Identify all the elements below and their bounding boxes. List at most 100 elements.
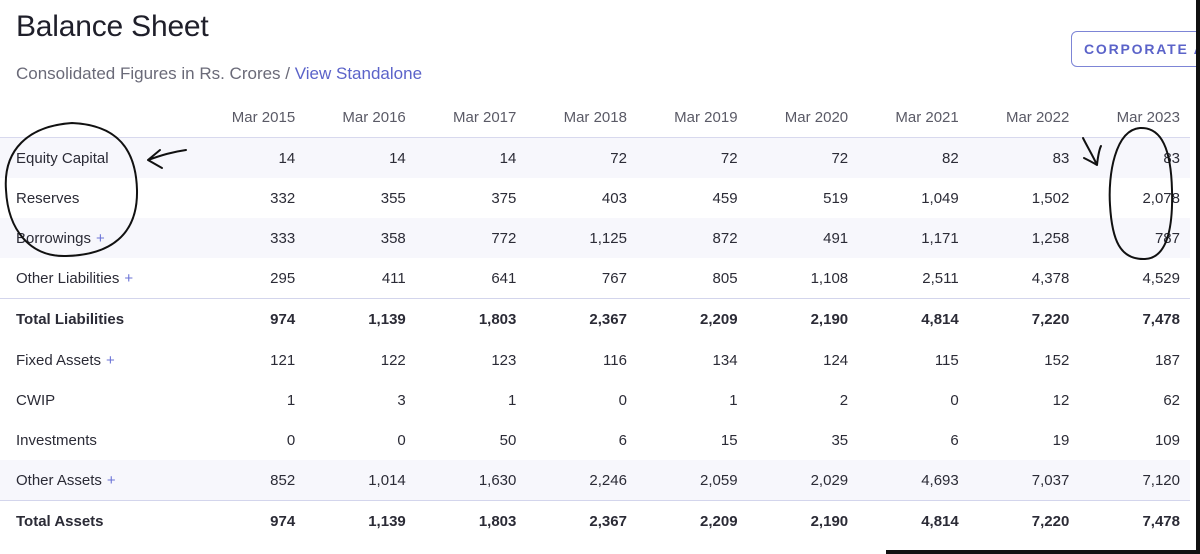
value-cell: 2,367 [526,298,637,340]
value-cell: 7,220 [968,500,1080,542]
value-cell: 4,378 [1031,269,1070,287]
view-standalone-link[interactable]: View Standalone [294,64,423,83]
value-cell: 459 [712,189,738,207]
expand-plus-icon[interactable]: + [96,229,105,247]
value-cell: 72 [747,137,859,178]
column-header: Mar 2023 [1079,97,1190,138]
row-label-cell: Equity Capital [0,137,195,178]
value-cell: 14 [194,137,306,178]
table-row: Total Liabilities 974 1,139 1,803 2,367 2,209… [0,298,1190,340]
row-label: Total Liabilities [16,311,125,328]
value-cell: 19 [1052,431,1070,449]
value-cell: 332 [270,189,296,207]
value-cell: 50 [499,431,517,449]
table-row[interactable]: Borrowings +333 358 772 1,125 872 491 1,171 1,25… [0,218,1190,258]
expand-plus-icon[interactable]: + [106,471,116,489]
value-cell: 491 [747,218,859,258]
table-row[interactable]: Other Liabilities +295 411 641 767 805 1,108 2,… [0,258,1190,299]
value-cell: 1,803 [415,298,527,340]
value-cell: 4,529 [1142,269,1180,287]
value-cell: 109 [1154,431,1180,449]
value-cell: 35 [831,431,849,449]
value-cell: 333 [194,218,306,258]
value-cell: 772 [415,218,527,258]
column-header: Mar 2022 [968,97,1080,138]
column-header: Mar 2017 [415,97,527,138]
value-cell: 2,059 [636,460,748,501]
column-header: Mar 2021 [858,97,969,138]
value-cell: 358 [305,218,416,258]
value-cell: 0 [397,431,406,449]
value-cell: 72 [636,137,748,178]
value-cell: 1 [729,391,738,409]
value-cell: 519 [823,189,849,207]
row-label-cell: Investments [0,420,195,460]
row-label: Investments [16,431,97,449]
value-cell: 355 [380,189,406,207]
value-cell: 2,029 [747,460,859,501]
value-cell: 2,246 [526,460,637,501]
value-cell: 116 [603,351,627,369]
value-cell: 852 [194,460,306,501]
expand-plus-icon[interactable]: + [106,351,115,369]
screenshot-border-right [1196,0,1200,554]
column-header: Mar 2018 [526,97,637,138]
value-cell: 7,478 [1079,298,1190,340]
value-cell: 3 [397,391,406,409]
column-header: Mar 2019 [636,97,748,138]
row-label-cell[interactable]: Borrowings + [0,218,195,258]
value-cell: 187 [1154,351,1180,369]
value-cell: 974 [194,298,306,340]
balance-sheet-table: Mar 2015 Mar 2016 Mar 2017 Mar 2018 Mar … [0,97,1190,542]
value-cell: 872 [636,218,748,258]
value-cell: 2,209 [636,298,748,340]
value-cell: 62 [1163,391,1180,409]
value-cell: 1,125 [526,218,637,258]
row-label[interactable]: Borrowings [16,229,92,247]
row-label: Equity Capital [16,149,109,167]
table-row: Investments 0 0 50 6 15 35 6 19 109 [0,420,1190,460]
value-cell: 1,139 [305,500,416,542]
row-label[interactable]: Fixed Assets [16,351,102,369]
value-cell: 134 [712,351,738,369]
value-cell: 4,814 [858,298,969,340]
row-label-cell[interactable]: Other Assets + [0,460,195,501]
value-cell: 121 [270,351,296,369]
value-cell: 1,630 [415,460,527,501]
value-cell: 115 [934,351,959,369]
value-cell: 1 [508,391,517,409]
row-label[interactable]: Other Assets [16,471,102,489]
value-cell: 2,078 [1142,189,1180,207]
value-cell: 1,049 [921,189,959,207]
value-cell: 403 [601,189,627,207]
row-label[interactable]: Other Liabilities [16,269,120,287]
row-label-cell: Total Liabilities [0,298,195,340]
value-cell: 2,511 [922,269,959,287]
value-cell: 1,258 [968,218,1080,258]
value-cell: 14 [415,137,527,178]
row-label-cell[interactable]: Other Liabilities + [0,258,195,299]
subtitle-text: Consolidated Figures in Rs. Crores / [16,64,295,83]
value-cell: 1 [286,391,296,409]
corporate-actions-button[interactable]: CORPORATE A [1071,31,1200,67]
value-cell: 7,120 [1079,460,1190,501]
value-cell: 1,502 [1031,189,1070,207]
column-header: Mar 2020 [747,97,859,138]
row-label-cell[interactable]: Fixed Assets + [0,340,195,380]
table-row[interactable]: Fixed Assets +121 122 123 116 134 124 115 152 187 [0,340,1190,380]
value-cell: 2,190 [747,500,859,542]
value-cell: 4,814 [858,500,969,542]
value-cell: 122 [380,351,406,369]
value-cell: 7,478 [1079,500,1190,542]
value-cell: 0 [286,431,296,449]
value-cell: 6 [618,431,627,449]
subtitle: Consolidated Figures in Rs. Crores / Vie… [16,64,422,84]
value-cell: 124 [823,351,849,369]
column-header: Mar 2016 [305,97,416,138]
value-cell: 2,367 [526,500,637,542]
value-cell: 123 [491,351,517,369]
expand-plus-icon[interactable]: + [124,269,134,287]
table-row[interactable]: Other Assets +852 1,014 1,630 2,246 2,059 2,02… [0,460,1190,501]
row-label: Total Assets [16,513,104,530]
value-cell: 2,190 [747,298,859,340]
